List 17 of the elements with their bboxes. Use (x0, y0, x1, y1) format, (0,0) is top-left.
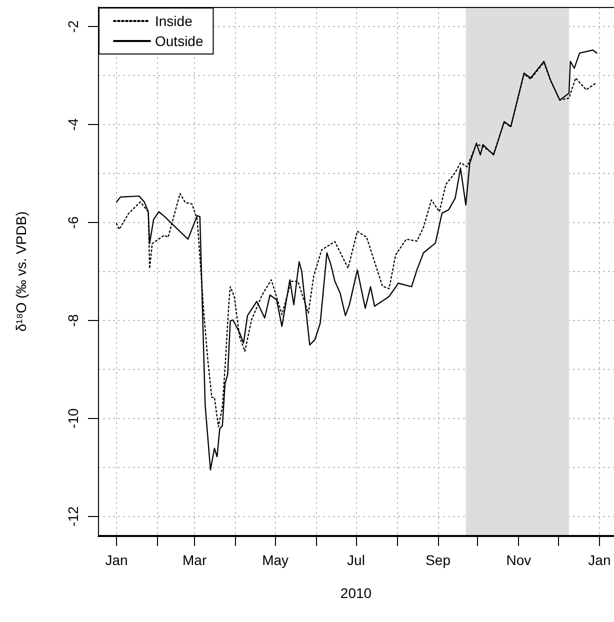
x-tick-label: Nov (506, 552, 532, 568)
y-tick-label: -4 (65, 118, 81, 131)
y-tick-label: -12 (65, 506, 81, 527)
y-tick-label: -10 (65, 408, 81, 429)
x-tick-label: May (262, 552, 289, 568)
y-tick-label: -6 (65, 216, 81, 229)
x-tick-label: Jul (347, 552, 365, 568)
x-tick-label: Mar (182, 552, 207, 568)
x-tick-label: Sep (426, 552, 451, 568)
x-tick-label: Jan (105, 552, 128, 568)
x-axis-title: 2010 (340, 585, 372, 601)
y-tick-label: -8 (65, 314, 81, 327)
legend-label: Outside (155, 33, 204, 49)
x-tick-label: Jan (588, 552, 611, 568)
y-axis-title: δ¹⁸O (‰ vs. VPDB) (13, 211, 29, 332)
y-tick-label: -2 (65, 20, 81, 33)
legend-label: Inside (155, 13, 193, 29)
